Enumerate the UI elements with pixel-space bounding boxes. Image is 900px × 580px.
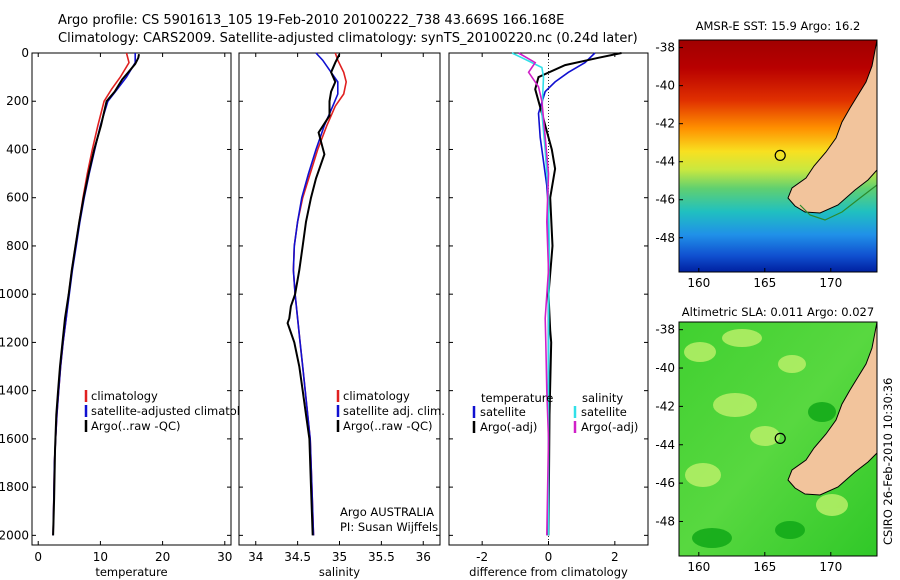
sst-map-frame — [678, 39, 878, 273]
series-line-argo-raw-qc- — [52, 54, 140, 536]
x-tick-label: 34 — [248, 550, 263, 564]
series-line-satellite-adj-clim- — [292, 52, 339, 536]
map-x-tick-label: 160 — [687, 560, 710, 574]
x-tick-label: 0 — [545, 550, 553, 564]
x-tick-label: 35.5 — [368, 550, 395, 564]
series-line-argo-adj- — [534, 52, 622, 536]
legend-label: Argo(-adj) — [581, 420, 638, 434]
csiro-timestamp-label: CSIRO 26-Feb-2010 10:30:36 — [881, 378, 895, 545]
map-y-tick-label: -46 — [655, 476, 675, 490]
figure-title-line2: Climatology: CARS2009. Satellite-adjuste… — [58, 31, 638, 46]
map-y-tick-label: -38 — [655, 41, 675, 55]
series-line-argo-raw-qc- — [286, 53, 341, 536]
x-tick-label: 30 — [217, 550, 232, 564]
legend-label: Argo(-adj) — [480, 420, 537, 434]
y-tick-label: 800 — [6, 239, 29, 253]
legend-label: satellite adj. clim. — [343, 404, 445, 418]
map-x-tick-label: 165 — [753, 560, 776, 574]
y-tick-label: 1200 — [0, 335, 29, 349]
credit-line1: Argo AUSTRALIA — [340, 505, 434, 519]
profile-panel-2: 34 34.5 35 35.5 36 salinity climatologysatelli… — [238, 52, 445, 579]
legend-heading-temperature: temperature — [481, 391, 553, 405]
sla-anomaly-patches — [684, 329, 848, 516]
credit-line2: PI: Susan Wijffels — [340, 520, 438, 534]
y-tick-label: 1600 — [0, 432, 29, 446]
y-tick-label: 0 — [21, 46, 29, 60]
x-tick-label: 2 — [611, 550, 619, 564]
legend-label: Argo(..raw -QC) — [343, 419, 433, 433]
map-y-tick-label: -44 — [655, 438, 675, 452]
series-line-argo-adj- — [518, 52, 550, 536]
legend-label: Argo(..raw -QC) — [91, 419, 181, 433]
y-tick-label: 600 — [6, 191, 29, 205]
sla-low-patches — [692, 402, 836, 548]
panel-frame — [31, 52, 232, 546]
map-y-tick-label: -42 — [655, 399, 675, 413]
y-tick-label: 200 — [6, 94, 29, 108]
legend-label: climatology — [343, 389, 410, 403]
map-y-tick-label: -48 — [655, 231, 675, 245]
sst-argo-position-marker — [774, 149, 786, 162]
sla-map-ticks: 160 165 170 -38 -40 -42 -44 -46 -48 — [655, 323, 842, 574]
x-tick-label: 0 — [34, 550, 42, 564]
legend-label: satellite — [480, 405, 526, 419]
map-x-tick-label: 170 — [819, 276, 842, 290]
sla-map-title: Altimetric SLA: 0.011 Argo: 0.027 — [682, 305, 874, 319]
y-tick-label: 1400 — [0, 384, 29, 398]
sst-map: AMSR-E SST: 15.9 Argo: 16.2 160 165 170 -38… — [655, 19, 878, 290]
x-tick-label: 35 — [332, 550, 347, 564]
x-axis-label: salinity — [319, 565, 360, 579]
map-y-tick-label: -40 — [655, 361, 675, 375]
x-tick-label: 20 — [155, 550, 170, 564]
x-tick-label: -2 — [476, 550, 488, 564]
map-y-tick-label: -46 — [655, 193, 675, 207]
sst-map-title: AMSR-E SST: 15.9 Argo: 16.2 — [696, 19, 861, 33]
legend-label: satellite-adjusted climatology — [91, 404, 261, 418]
y-tick-label: 2000 — [0, 528, 29, 542]
profile-panels: 0 10 20 30020040060080010001200140016001800… — [0, 46, 649, 579]
y-tick-label: 1800 — [0, 480, 29, 494]
y-tick-label: 1000 — [0, 287, 29, 301]
legend-label: satellite — [581, 405, 627, 419]
panel-frame — [238, 52, 441, 546]
map-y-tick-label: -42 — [655, 117, 675, 131]
x-axis-label: difference from climatology — [469, 565, 628, 579]
x-tick-label: 10 — [93, 550, 108, 564]
sla-land — [787, 322, 877, 496]
map-x-tick-label: 160 — [687, 276, 710, 290]
sla-map-frame — [678, 321, 878, 557]
sla-argo-position-marker — [774, 432, 786, 445]
y-tick-label: 400 — [6, 142, 29, 156]
profile-panel-1: 0 10 20 30 0 200 400 600 800 1000 1200 1400 1600 1800… — [0, 46, 261, 579]
series-line-satellite — [511, 52, 551, 536]
legend-heading-salinity: salinity — [582, 391, 623, 405]
sla-map: Altimetric SLA: 0.011 Argo: 0.027 160 165… — [655, 305, 878, 574]
figure-title-line1: Argo profile: CS 5901613_105 19-Feb-2010… — [58, 13, 564, 28]
map-y-tick-label: -48 — [655, 514, 675, 528]
map-y-tick-label: -38 — [655, 323, 675, 337]
x-axis-label: temperature — [95, 565, 167, 579]
map-x-tick-label: 170 — [819, 560, 842, 574]
sst-land — [787, 40, 877, 214]
legend-label: climatology — [91, 389, 158, 403]
map-y-tick-label: -44 — [655, 155, 675, 169]
x-tick-label: 36 — [416, 550, 431, 564]
map-y-tick-label: -40 — [655, 79, 675, 93]
sst-map-ticks: 160 165 170 -38 -40 -42 -44 -46 -48 — [655, 41, 842, 290]
map-x-tick-label: 165 — [753, 276, 776, 290]
sst-coastline — [799, 184, 877, 221]
x-tick-label: 34.5 — [284, 550, 311, 564]
